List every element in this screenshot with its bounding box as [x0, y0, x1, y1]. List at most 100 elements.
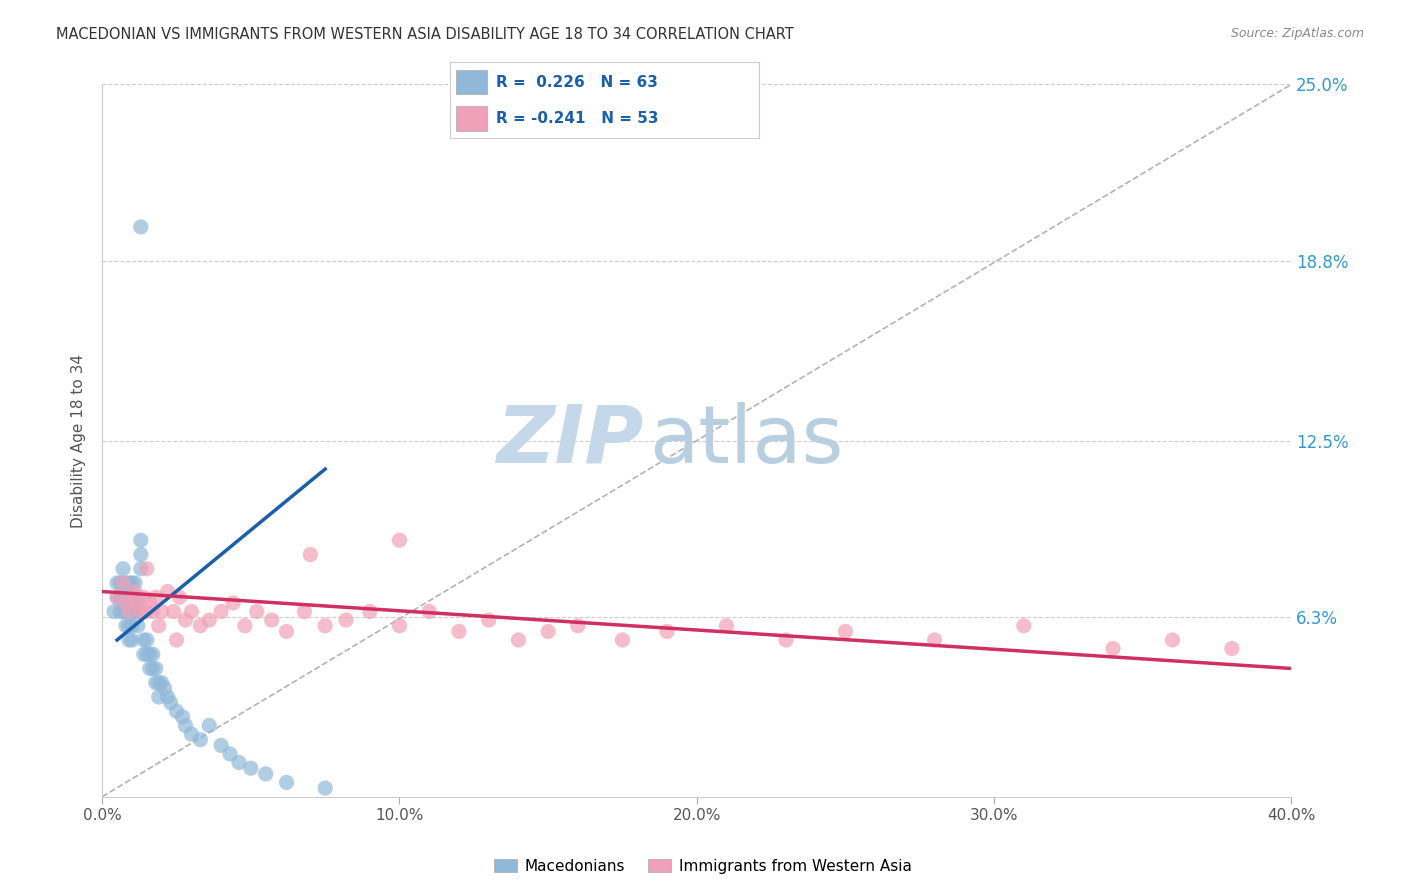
Text: R = -0.241   N = 53: R = -0.241 N = 53: [496, 111, 659, 126]
Point: [148, 619, 170, 633]
Text: MACEDONIAN VS IMMIGRANTS FROM WESTERN ASIA DISABILITY AGE 18 TO 34 CORRELATION C: MACEDONIAN VS IMMIGRANTS FROM WESTERN AS…: [56, 27, 794, 42]
Text: R =  0.226   N = 63: R = 0.226 N = 63: [496, 75, 658, 90]
Point: [567, 619, 589, 633]
Point: [166, 704, 188, 718]
FancyBboxPatch shape: [456, 70, 486, 95]
Point: [124, 584, 146, 599]
Point: [108, 591, 131, 605]
Point: [254, 767, 277, 781]
Point: [260, 613, 283, 627]
Point: [105, 591, 128, 605]
Point: [129, 219, 152, 234]
Point: [121, 591, 143, 605]
Point: [388, 619, 411, 633]
Point: [135, 605, 157, 619]
Point: [478, 613, 501, 627]
Point: [219, 747, 242, 761]
Point: [132, 647, 155, 661]
Point: [129, 548, 152, 562]
Point: [612, 632, 634, 647]
Text: Source: ZipAtlas.com: Source: ZipAtlas.com: [1230, 27, 1364, 40]
Point: [276, 624, 298, 639]
Point: [111, 562, 134, 576]
Point: [508, 632, 530, 647]
Point: [1012, 619, 1035, 633]
Point: [145, 675, 167, 690]
Point: [145, 661, 167, 675]
Point: [156, 690, 179, 704]
Point: [124, 576, 146, 591]
Point: [148, 690, 170, 704]
Point: [834, 624, 856, 639]
Y-axis label: Disability Age 18 to 34: Disability Age 18 to 34: [72, 353, 86, 527]
Point: [188, 732, 211, 747]
Point: [129, 605, 152, 619]
Point: [198, 718, 221, 732]
Point: [115, 619, 138, 633]
Point: [188, 619, 211, 633]
Point: [115, 596, 138, 610]
Point: [124, 591, 146, 605]
Point: [299, 548, 322, 562]
Point: [418, 605, 440, 619]
Point: [716, 619, 738, 633]
Legend: Macedonians, Immigrants from Western Asia: Macedonians, Immigrants from Western Asi…: [488, 853, 918, 880]
Point: [150, 675, 173, 690]
Point: [118, 619, 141, 633]
Point: [129, 562, 152, 576]
Point: [139, 647, 162, 661]
Point: [118, 632, 141, 647]
Point: [537, 624, 560, 639]
Point: [180, 727, 202, 741]
Point: [118, 605, 141, 619]
Text: atlas: atlas: [650, 401, 844, 480]
Point: [209, 739, 232, 753]
Point: [115, 576, 138, 591]
Point: [121, 605, 143, 619]
Point: [142, 647, 165, 661]
Point: [115, 591, 138, 605]
Point: [924, 632, 946, 647]
Point: [162, 605, 184, 619]
Point: [222, 596, 245, 610]
Point: [118, 605, 141, 619]
Point: [139, 596, 162, 610]
Point: [359, 605, 381, 619]
Point: [129, 533, 152, 548]
Point: [388, 533, 411, 548]
Point: [1102, 641, 1125, 656]
Point: [108, 605, 131, 619]
Point: [121, 576, 143, 591]
Point: [145, 591, 167, 605]
Point: [111, 605, 134, 619]
Point: [121, 632, 143, 647]
Point: [105, 591, 128, 605]
Point: [111, 576, 134, 591]
Point: [142, 661, 165, 675]
Point: [159, 696, 181, 710]
Point: [111, 591, 134, 605]
FancyBboxPatch shape: [456, 106, 486, 130]
Point: [124, 605, 146, 619]
Point: [174, 613, 197, 627]
Point: [228, 756, 250, 770]
Point: [153, 681, 176, 696]
Point: [115, 605, 138, 619]
Point: [233, 619, 256, 633]
Point: [135, 647, 157, 661]
Point: [174, 718, 197, 732]
Point: [135, 632, 157, 647]
Point: [172, 710, 194, 724]
Text: ZIP: ZIP: [496, 401, 644, 480]
Point: [198, 613, 221, 627]
Point: [655, 624, 678, 639]
Point: [132, 591, 155, 605]
Point: [103, 605, 125, 619]
Point: [180, 605, 202, 619]
Point: [127, 596, 149, 610]
Point: [209, 605, 232, 619]
Point: [118, 591, 141, 605]
Point: [169, 591, 191, 605]
Point: [118, 576, 141, 591]
Point: [132, 632, 155, 647]
